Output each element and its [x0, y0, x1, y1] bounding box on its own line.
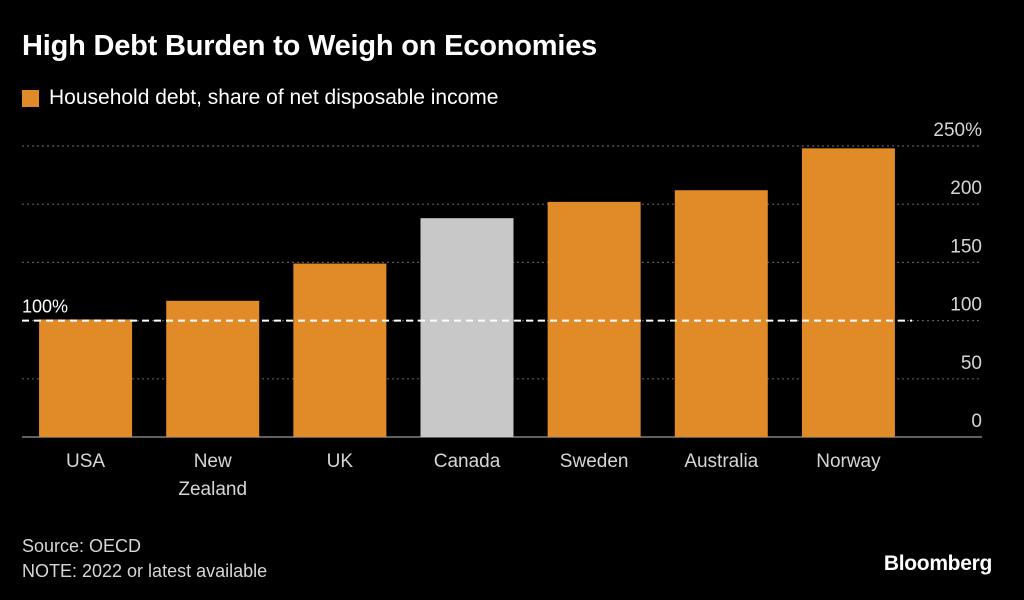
bloomberg-logo: Bloomberg	[883, 552, 992, 575]
x-tick-label: USA	[66, 451, 105, 472]
y-tick-label: 150	[950, 236, 982, 257]
x-tick-label: UK	[327, 451, 354, 472]
y-tick-label: 50	[961, 353, 982, 374]
reference-line-label: 100%	[22, 297, 68, 317]
bar-usa	[39, 319, 133, 437]
x-tick-label: Sweden	[560, 451, 629, 472]
x-tick-label-line: Canada	[434, 451, 501, 472]
x-tick-label: Canada	[434, 451, 501, 472]
bar-sweden	[547, 201, 641, 437]
footnote: NOTE: 2022 or latest available	[22, 561, 268, 581]
reference-line-group: 100%	[22, 297, 912, 322]
x-tick-label-line: Australia	[684, 451, 758, 472]
legend: Household debt, share of net disposable …	[22, 86, 498, 110]
x-tick-label: Australia	[684, 451, 758, 472]
bar-uk	[293, 263, 387, 437]
x-tick-label-line: Norway	[816, 451, 881, 472]
x-tick-label-line: New	[194, 451, 232, 472]
x-axis-labels: USA New Zealand UK Canada Sweden Australia Norw…	[66, 451, 881, 500]
bar-norway	[801, 148, 895, 437]
bar-australia	[674, 190, 768, 437]
x-tick-label-line: USA	[66, 451, 105, 472]
bars	[39, 148, 895, 437]
x-tick-label: New Zealand	[178, 451, 247, 500]
y-tick-label: 200	[950, 178, 982, 199]
x-tick-label: Norway	[816, 451, 881, 472]
x-tick-label-line: UK	[327, 451, 354, 472]
x-tick-label-line: Zealand	[178, 479, 247, 500]
y-tick-label: 0	[971, 411, 982, 432]
bar-new-zealand	[166, 300, 260, 437]
source-note: Source: OECD	[22, 536, 142, 556]
bar-canada	[420, 218, 514, 437]
chart-title: High Debt Burden to Weigh on Economies	[22, 30, 598, 62]
y-axis-ticks: 0 50 100 150 200 250%	[933, 120, 982, 432]
y-tick-label: 100	[950, 295, 982, 316]
legend-swatch	[22, 89, 39, 107]
legend-label: Household debt, share of net disposable …	[49, 86, 499, 109]
x-tick-label-line: Sweden	[560, 451, 629, 472]
y-tick-label: 250%	[933, 120, 982, 141]
